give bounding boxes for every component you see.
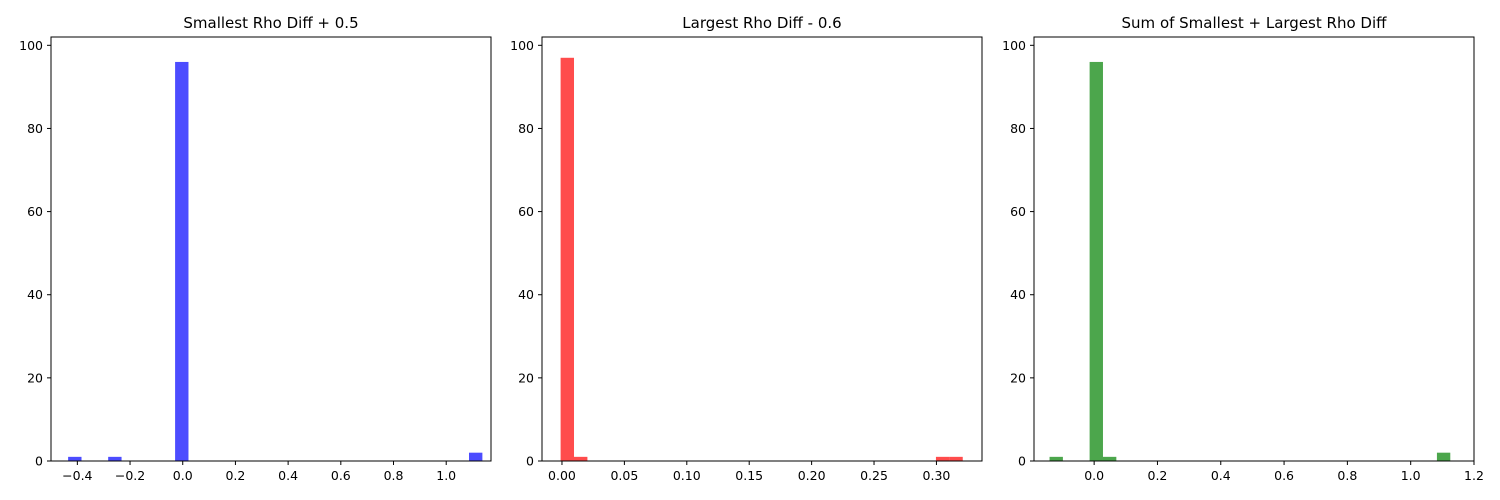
y-tick-label: 20 bbox=[27, 370, 43, 385]
y-tick-label: 60 bbox=[1010, 204, 1026, 219]
x-tick-label: 0.10 bbox=[673, 468, 701, 483]
x-tick-label: 0.0 bbox=[173, 468, 193, 483]
axes-frame bbox=[1033, 36, 1475, 462]
x-tick-label: 0.30 bbox=[923, 468, 951, 483]
y-tick-label: 20 bbox=[518, 370, 534, 385]
y-tick-label: 40 bbox=[27, 287, 43, 302]
histogram-bar bbox=[175, 61, 189, 462]
x-tick-label: 1.0 bbox=[436, 468, 456, 483]
panel-title: Sum of Smallest + Largest Rho Diff bbox=[1122, 14, 1388, 32]
x-tick-label: 0.4 bbox=[1211, 468, 1231, 483]
x-tick-label: 0.2 bbox=[225, 468, 245, 483]
histogram-bar bbox=[1102, 456, 1117, 461]
histogram-bar bbox=[574, 456, 588, 461]
x-tick-label: 0.25 bbox=[860, 468, 888, 483]
x-tick-label: 0.6 bbox=[331, 468, 351, 483]
y-tick-label: 100 bbox=[19, 38, 43, 53]
panel-title: Smallest Rho Diff + 0.5 bbox=[183, 14, 358, 32]
y-tick-label: 60 bbox=[518, 204, 534, 219]
y-tick-label: 0 bbox=[526, 454, 534, 469]
histogram-bar bbox=[68, 456, 82, 461]
histogram-bar bbox=[560, 57, 575, 462]
x-tick-label: 1.2 bbox=[1464, 468, 1484, 483]
histogram-panel-sum-rho-diff: Sum of Smallest + Largest Rho Diff 0.0 0.… bbox=[1002, 14, 1484, 483]
y-tick-label: 0 bbox=[1018, 454, 1026, 469]
y-tick-label: 100 bbox=[510, 38, 534, 53]
y-tick-label: 80 bbox=[1010, 121, 1026, 136]
y-tick-label: 100 bbox=[1002, 38, 1026, 53]
histogram-bar bbox=[1436, 452, 1451, 461]
axes-frame bbox=[541, 36, 983, 462]
x-tick-label: 0.00 bbox=[548, 468, 576, 483]
y-tick-label: 60 bbox=[27, 204, 43, 219]
y-tick-label: 80 bbox=[518, 121, 534, 136]
x-tick-label: −0.4 bbox=[62, 468, 92, 483]
x-tick-label: 0.4 bbox=[278, 468, 298, 483]
x-tick-label: −0.2 bbox=[115, 468, 145, 483]
histogram-panel-largest-rho-diff: Largest Rho Diff - 0.6 0.00 0.05 0.10 0.15 0… bbox=[510, 14, 983, 483]
x-tick-label: 1.0 bbox=[1401, 468, 1421, 483]
x-tick-label: 0.15 bbox=[735, 468, 763, 483]
x-tick-label: 0.05 bbox=[610, 468, 638, 483]
axes-frame bbox=[50, 36, 492, 462]
y-tick-label: 0 bbox=[35, 454, 43, 469]
y-tick-label: 40 bbox=[1010, 287, 1026, 302]
y-tick-label: 80 bbox=[27, 121, 43, 136]
histogram-bar bbox=[949, 456, 963, 461]
x-tick-label: 0.6 bbox=[1274, 468, 1294, 483]
y-tick-label: 20 bbox=[1010, 370, 1026, 385]
histogram-bar bbox=[108, 456, 122, 461]
x-tick-label: 0.2 bbox=[1148, 468, 1168, 483]
x-tick-label: 0.8 bbox=[1337, 468, 1357, 483]
panel-title: Largest Rho Diff - 0.6 bbox=[682, 14, 841, 32]
histogram-panel-smallest-rho-diff: Smallest Rho Diff + 0.5 −0.4 −0.2 0.0 0.2 0.… bbox=[19, 14, 492, 483]
y-tick-label: 40 bbox=[518, 287, 534, 302]
x-tick-label: 0.8 bbox=[384, 468, 404, 483]
x-tick-label: 0.0 bbox=[1084, 468, 1104, 483]
histogram-bar bbox=[1089, 61, 1103, 462]
histogram-bar bbox=[935, 456, 950, 461]
histogram-bar bbox=[1049, 456, 1063, 461]
x-tick-label: 0.20 bbox=[798, 468, 826, 483]
histogram-bar bbox=[469, 452, 483, 461]
